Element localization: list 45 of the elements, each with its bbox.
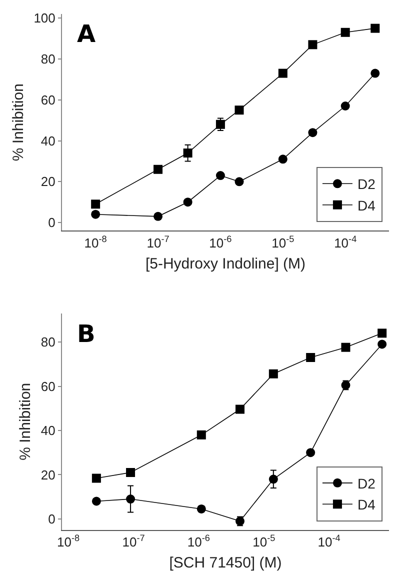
point — [340, 28, 350, 37]
point — [278, 154, 288, 164]
y-tick-label: 20 — [40, 174, 56, 190]
y-tick-label: 100 — [34, 10, 56, 26]
y-axis-title: % Inhibition — [10, 84, 27, 162]
x-tick-label: 10$^{-4}$ — [334, 234, 357, 250]
point — [154, 212, 163, 221]
point — [308, 40, 318, 50]
x-tick-label: 10$^{-6}$ — [209, 234, 232, 250]
legend-label: D2 — [357, 475, 376, 492]
y-tick-label: 80 — [40, 334, 56, 350]
x-tick-label: 10$^{-5}$ — [252, 533, 276, 550]
y-tick-label: 40 — [40, 423, 56, 438]
point — [308, 128, 318, 138]
x-tick-label: 10$^{-8}$ — [84, 234, 107, 250]
point — [154, 164, 163, 174]
x-tick-label: 10$^{-4}$ — [318, 533, 340, 550]
annotation: B — [77, 320, 96, 348]
point — [216, 120, 225, 129]
point — [278, 68, 288, 78]
y-tick-label: 0 — [48, 511, 56, 526]
x-axis-title: [5-Hydroxy Indoline] (M) — [145, 255, 306, 272]
x-tick-label: 10$^{-7}$ — [146, 234, 170, 250]
y-tick-label: 80 — [40, 52, 56, 67]
legend-label: D4 — [357, 496, 376, 513]
point — [183, 198, 192, 207]
y-tick-label: 20 — [40, 467, 56, 482]
legend-label: D4 — [357, 197, 376, 214]
annotation: A — [77, 20, 96, 48]
y-axis-title: % Inhibition — [17, 382, 34, 460]
x-tick-label: 10$^{-5}$ — [272, 234, 294, 250]
x-tick-label: 10$^{-6}$ — [187, 533, 210, 550]
point — [370, 68, 380, 78]
legend-label: D2 — [357, 176, 376, 192]
x-axis-title: [SCH 71450] (M) — [169, 554, 282, 572]
point — [216, 171, 225, 180]
point — [370, 24, 380, 33]
y-tick-label: 60 — [40, 92, 56, 108]
x-tick-label: 10$^{-8}$ — [57, 533, 80, 550]
point — [340, 102, 350, 110]
y-tick-label: 60 — [40, 378, 56, 394]
point — [183, 148, 192, 158]
y-tick-label: 40 — [40, 133, 56, 148]
y-tick-label: 0 — [48, 215, 56, 230]
x-tick-label: 10$^{-7}$ — [122, 533, 145, 550]
